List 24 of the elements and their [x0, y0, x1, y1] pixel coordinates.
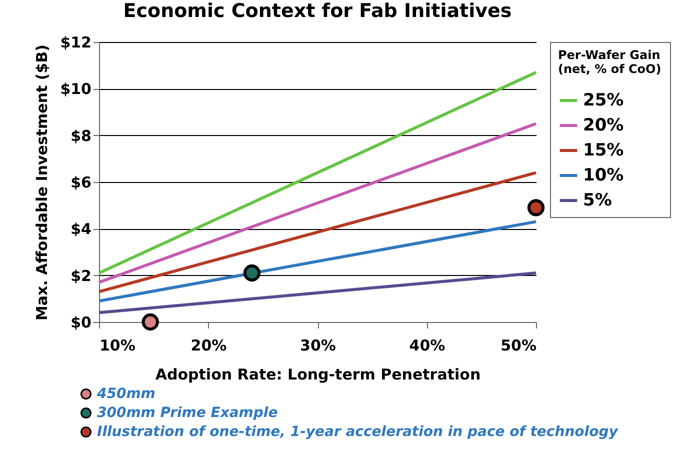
legend-label: 450mm: [96, 386, 156, 402]
x-axis-title: Adoption Rate: Long-term Penetration: [155, 366, 481, 384]
y-tick-label: $0: [70, 314, 92, 332]
legend-label: 5%: [583, 190, 612, 210]
y-tick-label: $12: [60, 34, 92, 52]
x-tick-label: 30%: [300, 336, 336, 354]
y-tick-label: $4: [70, 220, 92, 238]
chart-title: Economic Context for Fab Initiatives: [123, 0, 512, 22]
x-tick-label: 10%: [100, 336, 136, 354]
x-tick-label: 50%: [500, 336, 536, 354]
legend-title: Per-Wafer Gain (net, % of CoO): [558, 48, 662, 76]
legend-label: 25%: [583, 90, 624, 110]
x-tick-label: 40%: [409, 336, 446, 354]
y-tick-label: $6: [70, 174, 92, 192]
legend-label: Illustration of one-time, 1-year acceleration in pace of technology: [97, 424, 619, 440]
legend-label: 15%: [583, 140, 624, 160]
y-tick-label: $10: [60, 80, 92, 98]
legend-label: 10%: [583, 166, 624, 186]
y-axis-title: Max. Affordable Investment ($B): [33, 44, 52, 321]
legend-label: 300mm Prime Example: [97, 405, 278, 421]
legend-label: 20%: [583, 116, 624, 136]
y-tick-label: $2: [70, 266, 92, 285]
y-tick-label: $8: [70, 126, 92, 145]
x-tick-label: 20%: [190, 336, 227, 354]
